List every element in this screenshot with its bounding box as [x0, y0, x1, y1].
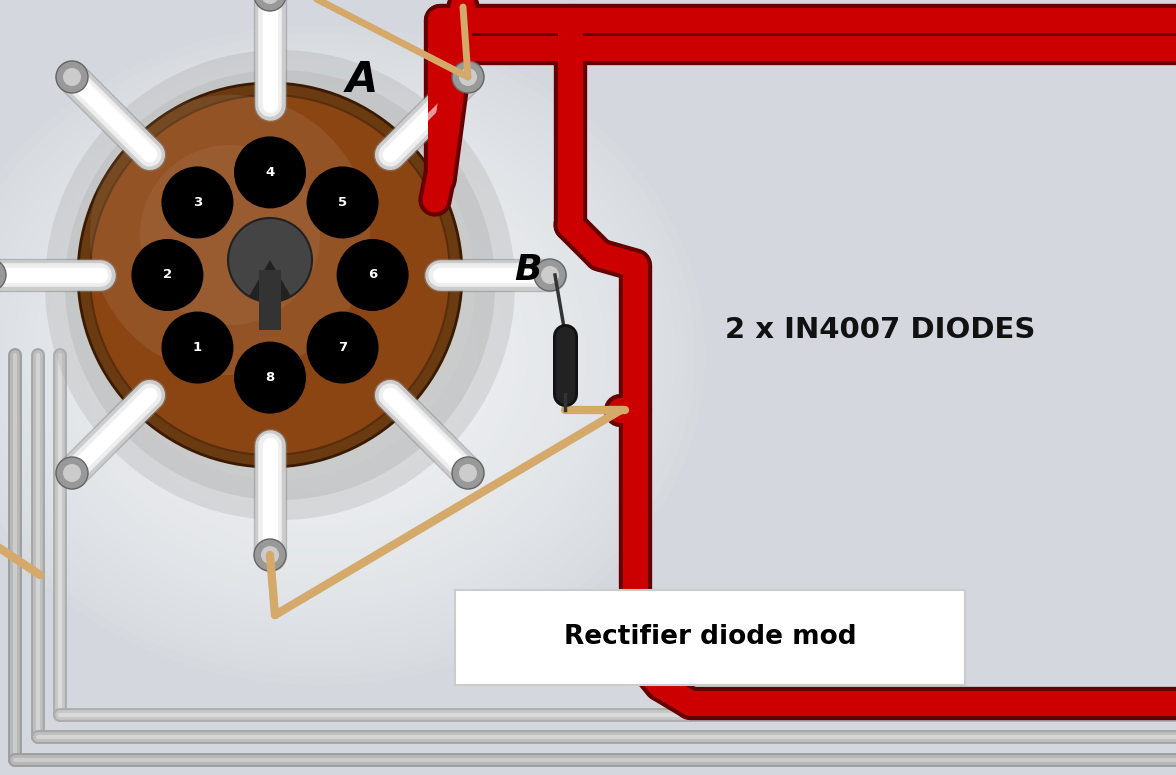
Circle shape — [91, 95, 370, 375]
Text: 3: 3 — [193, 196, 202, 209]
Bar — [259, 270, 281, 330]
Ellipse shape — [152, 211, 488, 499]
Ellipse shape — [250, 296, 389, 414]
Ellipse shape — [14, 93, 626, 618]
Text: 2 x IN4007 DIODES: 2 x IN4007 DIODES — [724, 316, 1035, 344]
Ellipse shape — [44, 118, 596, 592]
Ellipse shape — [221, 270, 419, 439]
Text: 4: 4 — [266, 166, 275, 179]
Circle shape — [64, 68, 81, 86]
Ellipse shape — [0, 67, 656, 642]
Circle shape — [307, 312, 379, 384]
Ellipse shape — [232, 279, 409, 431]
Circle shape — [452, 61, 485, 93]
Ellipse shape — [34, 109, 607, 601]
Ellipse shape — [113, 177, 527, 532]
Ellipse shape — [0, 59, 666, 651]
Ellipse shape — [270, 312, 369, 398]
Circle shape — [459, 68, 477, 86]
Circle shape — [234, 342, 306, 414]
Ellipse shape — [122, 186, 517, 524]
Ellipse shape — [133, 195, 508, 516]
Circle shape — [56, 61, 88, 93]
Ellipse shape — [73, 143, 567, 567]
Ellipse shape — [172, 228, 468, 482]
Ellipse shape — [201, 253, 439, 456]
Circle shape — [336, 239, 408, 311]
Ellipse shape — [0, 42, 686, 668]
Ellipse shape — [212, 262, 428, 448]
Circle shape — [541, 266, 559, 284]
Ellipse shape — [310, 346, 330, 363]
Ellipse shape — [142, 203, 497, 508]
Text: 5: 5 — [338, 196, 347, 209]
Ellipse shape — [300, 338, 340, 372]
Text: 1: 1 — [193, 341, 202, 354]
Ellipse shape — [241, 288, 399, 422]
Ellipse shape — [0, 25, 704, 685]
Ellipse shape — [261, 305, 379, 406]
Ellipse shape — [0, 50, 675, 660]
Ellipse shape — [24, 102, 616, 609]
Text: 6: 6 — [368, 268, 377, 281]
Ellipse shape — [0, 33, 695, 677]
Circle shape — [65, 70, 495, 500]
Text: 7: 7 — [338, 341, 347, 354]
Circle shape — [261, 0, 279, 4]
Ellipse shape — [192, 245, 448, 465]
Circle shape — [0, 259, 6, 291]
Circle shape — [56, 457, 88, 489]
Circle shape — [78, 83, 462, 467]
Text: 8: 8 — [266, 371, 275, 384]
Text: Rectifier diode mod: Rectifier diode mod — [563, 625, 856, 650]
Ellipse shape — [102, 169, 537, 541]
Ellipse shape — [64, 135, 576, 575]
Ellipse shape — [290, 329, 349, 381]
Circle shape — [254, 539, 286, 571]
Circle shape — [459, 464, 477, 482]
Circle shape — [85, 90, 475, 480]
Circle shape — [91, 95, 450, 455]
Circle shape — [307, 167, 379, 239]
Text: B: B — [514, 253, 542, 287]
Circle shape — [64, 464, 81, 482]
Text: A: A — [346, 59, 379, 101]
Circle shape — [132, 239, 203, 311]
Circle shape — [161, 167, 234, 239]
Ellipse shape — [281, 321, 360, 389]
Ellipse shape — [0, 76, 646, 634]
Wedge shape — [249, 260, 290, 302]
Circle shape — [234, 136, 306, 208]
Circle shape — [452, 457, 485, 489]
Text: 2: 2 — [162, 268, 172, 281]
Circle shape — [228, 218, 312, 302]
Circle shape — [261, 546, 279, 564]
Ellipse shape — [53, 126, 587, 584]
Circle shape — [140, 145, 320, 325]
Ellipse shape — [4, 84, 636, 625]
Ellipse shape — [162, 219, 477, 491]
Circle shape — [534, 259, 566, 291]
Ellipse shape — [93, 160, 547, 549]
FancyBboxPatch shape — [455, 590, 965, 685]
Circle shape — [161, 312, 234, 384]
Circle shape — [254, 0, 286, 11]
Ellipse shape — [182, 236, 459, 474]
Ellipse shape — [83, 152, 557, 558]
Circle shape — [45, 50, 515, 520]
